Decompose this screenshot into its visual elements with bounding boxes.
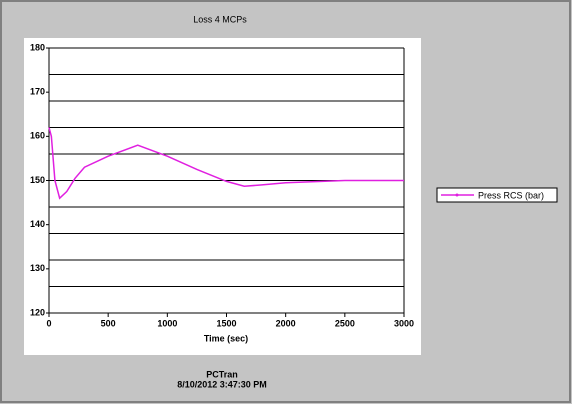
- y-tick-label: 170: [30, 87, 45, 97]
- x-tick-label: 1000: [157, 318, 177, 328]
- y-tick-label: 130: [30, 263, 45, 273]
- y-tick-label: 140: [30, 219, 45, 229]
- x-tick-label: 500: [101, 318, 116, 328]
- footer: PCTran: [206, 369, 238, 379]
- chart-title: Loss 4 MCPs: [193, 14, 247, 24]
- x-tick-label: 0: [46, 318, 51, 328]
- x-tick-label: 2500: [335, 318, 355, 328]
- y-tick-label: 120: [30, 307, 45, 317]
- y-tick-label: 160: [30, 131, 45, 141]
- x-tick-label: 1500: [216, 318, 236, 328]
- data-line: [48, 127, 404, 200]
- legend: [436, 187, 558, 203]
- y-tick-label: 180: [30, 42, 45, 52]
- y-tick-label: 150: [30, 175, 45, 185]
- legend-label: Press RCS (bar): [478, 190, 544, 200]
- plot-panel: [24, 38, 421, 355]
- x-axis-label: Time (sec): [204, 333, 248, 343]
- x-tick-label: 2000: [276, 318, 296, 328]
- legend-marker: [455, 193, 459, 197]
- x-tick-label: 3000: [394, 318, 414, 328]
- footer: 8/10/2012 3:47:30 PM: [177, 379, 267, 389]
